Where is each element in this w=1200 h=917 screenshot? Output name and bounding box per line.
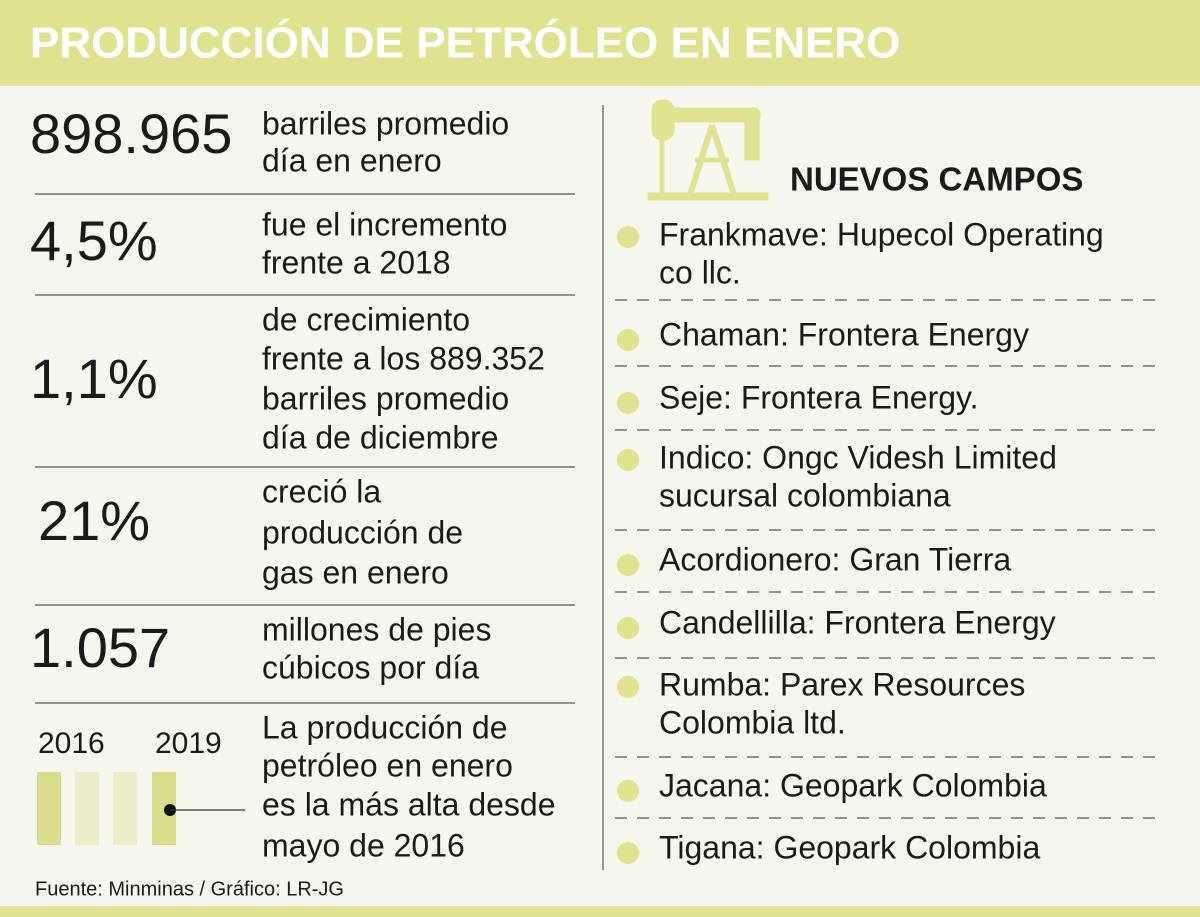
- field-item: co llc.: [659, 254, 741, 290]
- field-item: Frankmave: Hupecol Operating: [659, 216, 1104, 252]
- stat-text: cúbicos por día: [262, 649, 479, 685]
- bullet: [617, 780, 639, 802]
- stat-text: día en enero: [262, 142, 442, 178]
- bullet: [617, 329, 639, 351]
- stat-text: día de diciembre: [262, 419, 499, 455]
- bullet: [617, 392, 639, 414]
- timeline-bars: [37, 772, 245, 845]
- field-item: Candellilla: Frontera Energy: [659, 604, 1056, 640]
- stat-value: 21%: [38, 489, 150, 552]
- bullet: [617, 676, 639, 698]
- timeline-text: es la más alta desde: [262, 786, 556, 822]
- separators: [35, 105, 1155, 870]
- pump-beam: [659, 107, 761, 123]
- field-item: Jacana: Geopark Colombia: [659, 767, 1047, 803]
- bullet: [617, 554, 639, 576]
- stat-value: 1.057: [30, 616, 170, 679]
- title: PRODUCCIÓN DE PETRÓLEO EN ENERO: [30, 18, 900, 68]
- pump-icon: [647, 99, 769, 201]
- stat-text: producción de: [262, 514, 463, 550]
- stat-value: 898.965: [30, 102, 232, 165]
- field-item: Chaman: Frontera Energy: [659, 316, 1029, 352]
- bullet: [617, 842, 639, 864]
- stat-text: barriles promedio: [262, 380, 509, 416]
- timeline-text: La producción de: [262, 709, 508, 745]
- timeline-start: 2016: [38, 727, 105, 760]
- year-bar: [75, 772, 99, 845]
- stat-text: barriles promedio: [262, 105, 509, 141]
- header-band: [0, 0, 1200, 86]
- stat-text: gas en enero: [262, 554, 449, 590]
- bullet: [617, 449, 639, 471]
- year-bar: [113, 772, 137, 845]
- stat-value: 4,5%: [30, 209, 158, 272]
- timeline-end: 2019: [155, 727, 222, 760]
- bullet: [617, 617, 639, 639]
- field-item: Rumba: Parex Resources: [659, 666, 1025, 702]
- stat-text: frente a 2018: [262, 244, 451, 280]
- fields-title: NUEVOS CAMPOS: [790, 161, 1083, 198]
- stat-text: frente a los 889.352: [262, 340, 545, 376]
- field-item: Colombia ltd.: [659, 704, 846, 740]
- stat-text: millones de pies: [262, 611, 491, 647]
- field-item: Acordionero: Gran Tierra: [659, 541, 1011, 577]
- field-item: Tigana: Geopark Colombia: [659, 829, 1040, 865]
- stat-text: creció la: [262, 473, 381, 509]
- field-item: Indico: Ongc Videsh Limited: [659, 439, 1057, 475]
- field-item: Seje: Frontera Energy.: [659, 379, 979, 415]
- year-bar: [37, 772, 61, 845]
- footer-band: [0, 906, 1200, 917]
- timeline-text: petróleo en enero: [262, 747, 513, 783]
- stat-text: fue el incremento: [262, 206, 507, 242]
- field-item: sucursal colombiana: [659, 477, 951, 513]
- timeline-text: mayo de 2016: [262, 827, 465, 863]
- source: Fuente: Minminas / Gráfico: LR-JG: [35, 878, 344, 900]
- stat-value: 1,1%: [30, 347, 158, 410]
- stat-text: de crecimiento: [262, 301, 470, 337]
- pump-base: [647, 192, 769, 201]
- bullet: [617, 226, 639, 248]
- pump-counterweight: [744, 119, 760, 161]
